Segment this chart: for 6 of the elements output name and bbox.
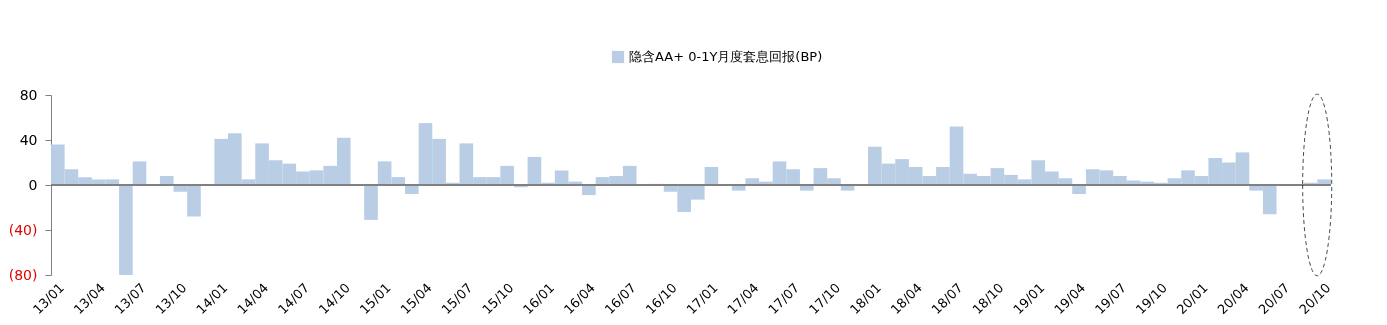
legend-label: 隐含AA+ 0-1Y月度套息回报(BP) <box>629 49 823 64</box>
y-tick-label: 40 <box>19 131 38 148</box>
y-tick-label: 0 <box>28 176 38 193</box>
y-tick-label: 80 <box>19 86 38 103</box>
y-tick-label: (40) <box>8 221 38 238</box>
y-tick-label: (80) <box>8 266 38 283</box>
